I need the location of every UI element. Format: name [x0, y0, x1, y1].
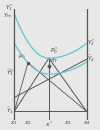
Text: $Y_m$: $Y_m$	[3, 11, 13, 20]
Text: $\bar{Y}_1^0$: $\bar{Y}_1^0$	[6, 67, 14, 78]
Text: $x_2$: $x_2$	[24, 119, 32, 127]
Text: $Y_1^*$: $Y_1^*$	[5, 2, 14, 13]
Text: $x_3$: $x_3$	[64, 119, 72, 127]
Text: $x^*$: $x^*$	[45, 119, 53, 128]
Text: $P_0$: $P_0$	[18, 52, 26, 61]
Text: $Y_2^*$: $Y_2^*$	[87, 37, 96, 48]
Text: $P_0^*$: $P_0^*$	[50, 45, 59, 56]
Text: $\hat{m}$: $\hat{m}$	[50, 56, 58, 65]
Text: $\bar{Y}_2$: $\bar{Y}_2$	[87, 54, 95, 64]
Text: $\bar{Y}_1$: $\bar{Y}_1$	[6, 106, 14, 116]
Text: $x_1$: $x_1$	[10, 119, 18, 127]
Text: $x_4$: $x_4$	[83, 119, 91, 127]
